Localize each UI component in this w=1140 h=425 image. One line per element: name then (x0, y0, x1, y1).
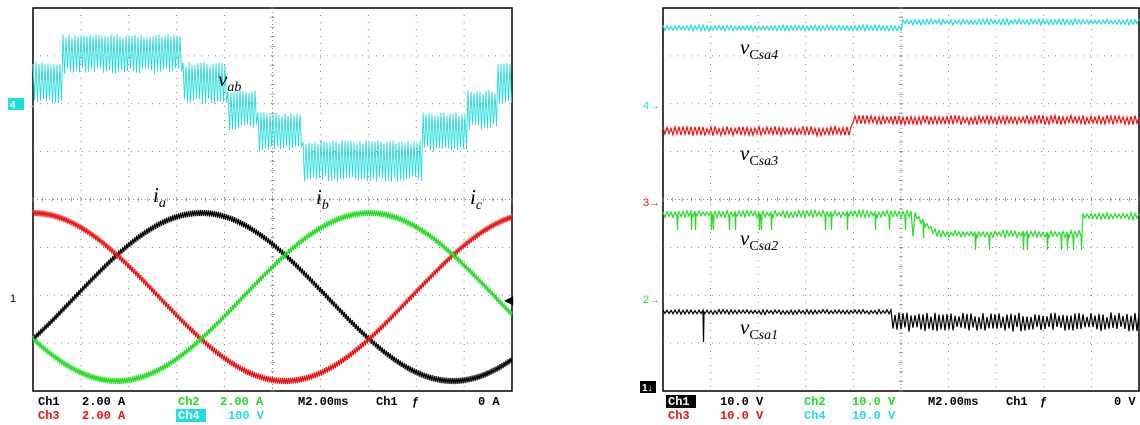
trigger-marker: ◀ (504, 293, 514, 307)
r-ch4-marker: 4→ (643, 100, 660, 112)
right-grid (662, 7, 1140, 392)
left-trigger-level: 0 A (478, 395, 500, 409)
right-trigger-slope: ƒ (1040, 395, 1047, 409)
left-ch4-badge (176, 409, 206, 422)
left-trigger-source: Ch1 (376, 395, 398, 409)
ch1-marker-label: 1 (10, 293, 16, 305)
right-readout: Ch1 10.0 V Ch2 10.0 V M2.00ms Ch1 ƒ 0 V … (666, 395, 1136, 423)
vcsa1-trace (662, 307, 1140, 343)
vcsa3-trace (662, 113, 1140, 138)
ch4-marker-label: 4 (10, 100, 16, 111)
right-ch4-scale: 10.0 V (852, 409, 896, 423)
vcsa1-label: vCsa1 (740, 315, 778, 343)
vab-trace (32, 33, 512, 182)
left-ch3-scale: 2.00 A (82, 409, 126, 423)
right-ch3-scale: 10.0 V (720, 409, 764, 423)
left-ch1-scale: 2.00 A (82, 395, 126, 409)
right-ch4-name: Ch4 (804, 409, 826, 423)
left-waveforms (32, 33, 513, 385)
vcsa2-trace (662, 208, 1140, 251)
right-waveforms (662, 17, 1140, 343)
left-ch1-name: Ch1 (38, 395, 60, 409)
right-ch1-name: Ch1 (668, 395, 690, 409)
ib-trace (32, 209, 513, 385)
right-ch3-name: Ch3 (668, 409, 690, 423)
right-scope: 4→ 3→ 2→ 1↓ vCsa4 vCsa3 vCsa2 vCsa1 Ch1 … (640, 7, 1140, 423)
left-ch3-name: Ch3 (38, 409, 60, 423)
vcsa2-label: vCsa2 (740, 226, 778, 254)
left-ch2-name: Ch2 (178, 395, 200, 409)
left-trigger-slope: ƒ (412, 395, 419, 409)
left-ch2-scale: 2.00 A (220, 395, 264, 409)
right-ch2-name: Ch2 (804, 395, 826, 409)
vab-label: vab (218, 67, 241, 95)
vcsa3-label: vCsa3 (740, 141, 778, 169)
r-ch1-marker-label: 1↓ (642, 383, 653, 394)
left-ch4-scale: 100 V (228, 409, 265, 423)
ch4-marker (8, 98, 24, 110)
right-trigger-source: Ch1 (1006, 395, 1028, 409)
r-ch3-marker: 3→ (643, 197, 660, 209)
r-ch1-marker (640, 381, 656, 393)
ic-trace (32, 209, 513, 385)
vcsa4-label: vCsa4 (740, 35, 778, 63)
vcsa4-trace (662, 17, 1140, 33)
r-ch2-marker: 2→ (643, 294, 660, 306)
ch4-marker-arrow: → (26, 100, 36, 111)
left-scope: 4 → 1 ◀ vab ia ib ic Ch1 2.00 A Ch2 2.00… (8, 7, 514, 423)
left-ch4-name: Ch4 (178, 409, 200, 423)
right-trigger-level: 0 V (1114, 395, 1136, 409)
right-ch2-scale: 10.0 V (852, 395, 896, 409)
right-ch1-scale: 10.0 V (720, 395, 764, 409)
left-readout: Ch1 2.00 A Ch2 2.00 A M2.00ms Ch1 ƒ 0 A … (38, 395, 500, 423)
right-timebase: M2.00ms (928, 395, 978, 409)
right-ch1-badge (666, 395, 696, 408)
ib-label: ib (316, 185, 329, 213)
left-timebase: M2.00ms (298, 395, 348, 409)
ic-label: ic (470, 185, 483, 213)
ia-label: ia (153, 183, 166, 211)
ia-trace (32, 209, 513, 385)
